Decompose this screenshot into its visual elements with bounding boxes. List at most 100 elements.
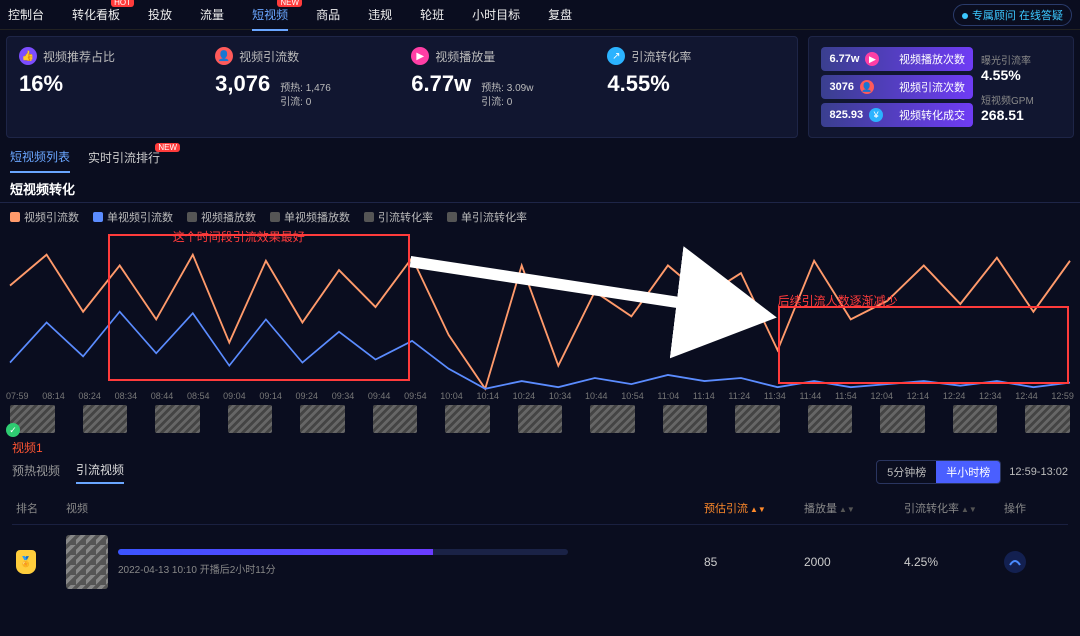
section-title: 短视频转化 [0,175,1080,203]
video-meta: 2022-04-13 10:10 开播后2小时11分 [118,561,704,576]
th-c1-label: 预估引流 [704,503,748,515]
thumb[interactable] [83,405,128,433]
segment-0[interactable]: 5分钟榜 [877,461,936,483]
subtab-0[interactable]: 短视频列表 [10,148,70,173]
sort-caret-icon: ▲▼ [750,505,766,514]
video-progress [118,549,568,555]
metric-0: 👍视频推荐占比 16% [19,47,197,127]
thumb[interactable] [953,405,998,433]
metric-3: ↗引流转化率 4.55% [607,47,785,127]
thumb[interactable] [300,405,345,433]
legend-1-swatch [93,212,103,222]
subtabs: 短视频列表 实时引流排行NEW [0,138,1080,175]
chart: 07:5908:1408:2408:3408:4408:5409:0409:14… [0,231,1080,401]
thumb[interactable] [1025,405,1070,433]
subtab-1[interactable]: 实时引流排行NEW [88,149,160,172]
nav-item-4[interactable]: 短视频NEW [252,6,288,31]
thumb[interactable] [663,405,708,433]
pill-1-label: 视频引流次数 [899,79,965,95]
sort-caret-icon: ▲▼ [839,505,855,514]
th-rank[interactable]: 排名 [16,500,66,516]
video-thumb[interactable] [66,535,108,589]
th-c1[interactable]: 预估引流▲▼ [704,500,804,516]
subtab-1-label: 实时引流排行 [88,151,160,165]
legend-5-swatch [447,212,457,222]
pill-0[interactable]: 6.77w ▶ 视频播放次数 [821,47,973,71]
legend-4[interactable]: 引流转化率 [364,209,433,225]
metric-0-title: 视频推荐占比 [43,48,115,65]
metric-2: ▶视频播放量 6.77w 预热: 3.09w 引流: 0 [411,47,589,127]
metric-1-subs: 预热: 1,476 引流: 0 [280,82,331,110]
nav-item-7[interactable]: 轮班 [420,6,444,23]
nav-item-1-label: 转化看板 [72,8,120,22]
pill-0-value: 6.77w [829,53,859,65]
table-row[interactable]: 🏅 2022-04-13 10:10 开播后2小时11分 85 2000 4.2… [12,525,1068,599]
nav-item-0[interactable]: 控制台 [8,6,44,23]
legend-2-swatch [187,212,197,222]
pill-1[interactable]: 3076👤视频引流次数 [821,75,973,99]
advisor-label: 专属顾问 在线答疑 [972,10,1063,22]
legend-3[interactable]: 单视频播放数 [270,209,350,225]
pill-2[interactable]: 825.93¥视频转化成交 [821,103,973,127]
top-nav: 控制台 转化看板HOT 投放 流量 短视频NEW 商品 违规 轮班 小时目标 复… [0,0,1080,30]
check-icon: ✓ [6,423,20,437]
nav-item-8[interactable]: 小时目标 [472,6,520,23]
th-video[interactable]: 视频 [66,500,704,516]
play-pill-icon: ▶ [865,52,879,66]
th-c2[interactable]: 播放量▲▼ [804,500,904,516]
ops-icon[interactable] [1004,551,1026,573]
segment-1[interactable]: 半小时榜 [936,461,1000,483]
thumb[interactable] [373,405,418,433]
pill-2-label: 视频转化成交 [899,107,965,123]
nav-item-3[interactable]: 流量 [200,6,224,23]
chart-xticks: 07:5908:1408:2408:3408:4408:5409:0409:14… [6,391,1074,401]
th-ops: 操作 [1004,500,1064,516]
annotation-box-1 [108,234,410,380]
metric-0-value: 16% [19,71,197,97]
legend-0-label: 视频引流数 [24,209,79,225]
legend-1-label: 单视频引流数 [107,209,173,225]
video-label: 视频1 [0,437,1080,458]
thumb-0[interactable]: ✓ [10,405,55,433]
thumb[interactable] [155,405,200,433]
legend-3-label: 单视频播放数 [284,209,350,225]
metric-card: 👍视频推荐占比 16% 👤视频引流数 3,076 预热: 1,476 引流: 0… [6,36,798,138]
legend-2[interactable]: 视频播放数 [187,209,256,225]
nav-item-6[interactable]: 违规 [368,6,392,23]
video-tab-1[interactable]: 引流视频 [76,461,124,484]
metric-2-value: 6.77w [411,71,471,97]
thumb[interactable] [445,405,490,433]
thumb[interactable] [735,405,780,433]
legend-4-swatch [364,212,374,222]
cell-c1: 85 [704,555,804,569]
nav-item-1[interactable]: 转化看板HOT [72,6,120,23]
annotation-box-2 [778,306,1070,384]
legend-2-label: 视频播放数 [201,209,256,225]
video-tabs: 预热视频 引流视频 5分钟榜 半小时榜 12:59-13:02 [0,458,1080,486]
advisor-link[interactable]: 专属顾问 在线答疑 [953,4,1072,26]
thumb[interactable] [808,405,853,433]
rstat-0-label: 曝光引流率 [981,52,1061,67]
thumb[interactable] [590,405,635,433]
rstat-1-label: 短视频GPM [981,92,1061,107]
play-icon: ▶ [411,47,429,65]
legend-0[interactable]: 视频引流数 [10,209,79,225]
legend-1[interactable]: 单视频引流数 [93,209,173,225]
segment-control: 5分钟榜 半小时榜 [876,460,1001,484]
nav-item-9[interactable]: 复盘 [548,6,572,23]
metric-row: 👍视频推荐占比 16% 👤视频引流数 3,076 预热: 1,476 引流: 0… [0,30,1080,138]
sort-caret-icon: ▲▼ [961,505,977,514]
video-tab-0[interactable]: 预热视频 [12,462,60,483]
thumb[interactable] [228,405,273,433]
nav-item-2[interactable]: 投放 [148,6,172,23]
pill-2-value: 825.93 [829,109,863,121]
th-c3[interactable]: 引流转化率▲▼ [904,500,1004,516]
legend-0-swatch [10,212,20,222]
badge-hot: HOT [111,0,134,7]
rank-badge-icon: 🏅 [16,550,36,574]
thumb[interactable] [880,405,925,433]
nav-item-5[interactable]: 商品 [316,6,340,23]
thumb[interactable] [518,405,563,433]
pill-0-label: 视频播放次数 [899,51,965,67]
legend-5[interactable]: 单引流转化率 [447,209,527,225]
